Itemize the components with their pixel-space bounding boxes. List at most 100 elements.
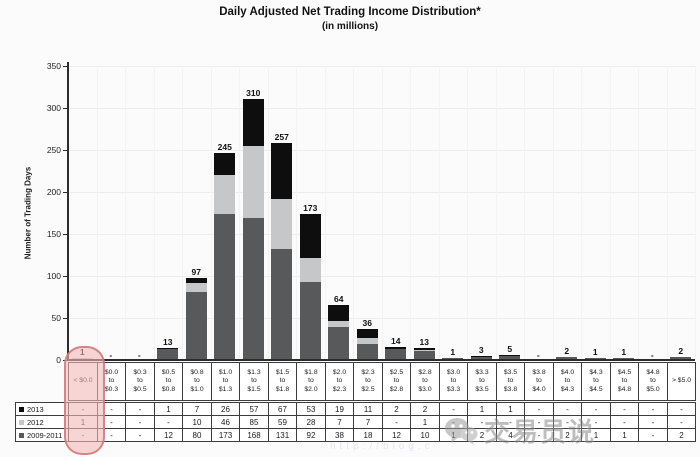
bar-total-label: - [536, 350, 540, 360]
table-cell: 57 [239, 402, 269, 416]
y-axis-tick-label: 100 [46, 271, 61, 281]
table-cell: 7 [182, 402, 212, 416]
bucket-label-cell: $2.0 to $2.3 [325, 362, 354, 401]
bar-total-label: - [109, 350, 113, 360]
highlight-annotation [64, 346, 105, 455]
bar-total-label: 173 [303, 202, 318, 213]
table-cell: - [125, 428, 155, 442]
bucket-label-cell: $3.0 to $3.3 [439, 362, 468, 401]
bar-segment-2009-2011 [613, 358, 635, 359]
bar-total-label: 1 [621, 347, 627, 357]
bar-segment-2009-2011 [242, 217, 264, 359]
bar-segment-2009-2011 [214, 213, 236, 359]
bar-segment-2009-2011 [328, 327, 350, 359]
table-cell: 7 [325, 415, 354, 429]
bar-segment-2012 [271, 199, 293, 249]
bar-segment-2009-2011 [356, 343, 378, 359]
bucket-label-cell: $3.5 to $3.8 [496, 362, 525, 401]
bar-total-label: - [650, 350, 654, 360]
bar-segment-2012 [185, 283, 207, 292]
table-cell: 59 [268, 415, 297, 429]
y-axis-tick-label: 0 [56, 355, 61, 365]
table-cell: 2 [382, 402, 411, 416]
watermark-text: 交易员说 [484, 418, 597, 448]
grid-line-vertical [410, 66, 411, 360]
bucket-label-cell: $3.3 to $3.5 [467, 362, 497, 401]
bucket-label-cell: > $5.0 [667, 362, 696, 401]
grid-line-vertical [239, 66, 240, 360]
bar-segment-2009-2011 [271, 248, 293, 359]
table-cell: - [638, 402, 668, 416]
bar-segment-2009-2011 [299, 281, 321, 359]
grid-line-horizontal [68, 276, 695, 277]
table-cell: 19 [325, 402, 354, 416]
bucket-label-cell: $2.5 to $2.8 [382, 362, 411, 401]
bar-segment-2009-2011 [670, 357, 692, 359]
table-cell: 18 [353, 428, 383, 442]
bucket-label-cell: $0.5 to $0.8 [154, 362, 183, 401]
bar-segment-2013 [470, 356, 492, 358]
bar-segment-2013 [356, 328, 378, 338]
grid-line-horizontal [68, 150, 695, 151]
bar-total-label: 245 [217, 142, 232, 153]
table-cell: 28 [296, 415, 326, 429]
bucket-label-cell: $0.8 to $1.0 [182, 362, 212, 401]
bar-total-label: 13 [419, 336, 429, 347]
bucket-label-cell: $1.5 to $1.8 [268, 362, 297, 401]
bar-segment-2009-2011 [584, 358, 606, 359]
y-axis-tick-label: 250 [46, 145, 61, 155]
bar-segment-2009-2011 [442, 358, 464, 359]
y-axis-tick [63, 66, 68, 67]
legend-label: 2012 [27, 417, 44, 427]
legend-label: 2009-2011 [27, 430, 63, 440]
bar-total-label: 14 [391, 336, 401, 347]
legend-cell-2012: 2012 [15, 415, 69, 429]
bar-total-label: 2 [564, 346, 570, 357]
bar-segment-2012 [242, 146, 264, 218]
table-cell: 85 [239, 415, 269, 429]
table-cell: - [154, 415, 183, 429]
grid-line-vertical [182, 66, 183, 360]
y-axis-line [67, 62, 69, 361]
bucket-label-cell: $1.0 to $1.3 [211, 362, 240, 401]
bar-segment-2012 [328, 321, 350, 328]
table-cell: 12 [382, 428, 411, 442]
bar-total-label: 3 [478, 345, 484, 356]
table-cell: - [610, 415, 639, 429]
grid-line-vertical [154, 66, 155, 360]
table-cell: 2 [410, 402, 440, 416]
bucket-label-cell: $4.5 to $4.8 [610, 362, 639, 401]
bar-total-label: 2 [678, 346, 684, 357]
bar-segment-2013 [271, 143, 293, 200]
grid-line-horizontal [68, 66, 695, 67]
bucket-label-cell: $4.0 to $4.3 [553, 362, 582, 401]
bar-total-label: 310 [246, 87, 261, 98]
bar-total-label: 1 [450, 347, 456, 357]
y-axis-tick-label: 150 [46, 229, 61, 239]
chart-subtitle: (in millions) [321, 21, 379, 32]
x-axis-line [67, 359, 695, 361]
grid-line-vertical [382, 66, 383, 360]
bar-segment-2009-2011 [185, 291, 207, 359]
grid-line-vertical [353, 66, 354, 360]
grid-line-vertical [581, 66, 582, 360]
table-cell: 10 [182, 415, 212, 429]
table-cell: 2 [667, 428, 696, 442]
grid-line-vertical [439, 66, 440, 360]
bar-segment-2009-2011 [157, 348, 179, 359]
table-cell: 1 [154, 402, 183, 416]
bar-segment-2012 [299, 258, 321, 282]
y-axis-tick [63, 108, 68, 109]
grid-line-vertical [467, 66, 468, 360]
grid-line-vertical [296, 66, 297, 360]
table-cell: 12 [154, 428, 183, 442]
bucket-label-cell: $0.3 to $0.5 [125, 362, 155, 401]
grid-line-vertical [524, 66, 525, 360]
bar-segment-2012 [413, 349, 435, 351]
bar-total-label: 257 [274, 132, 289, 143]
grid-line-vertical [610, 66, 611, 360]
grid-line-vertical [97, 66, 98, 360]
bar-segment-2013 [214, 153, 236, 176]
grid-line-vertical [268, 66, 269, 360]
legend-swatch [19, 406, 24, 412]
